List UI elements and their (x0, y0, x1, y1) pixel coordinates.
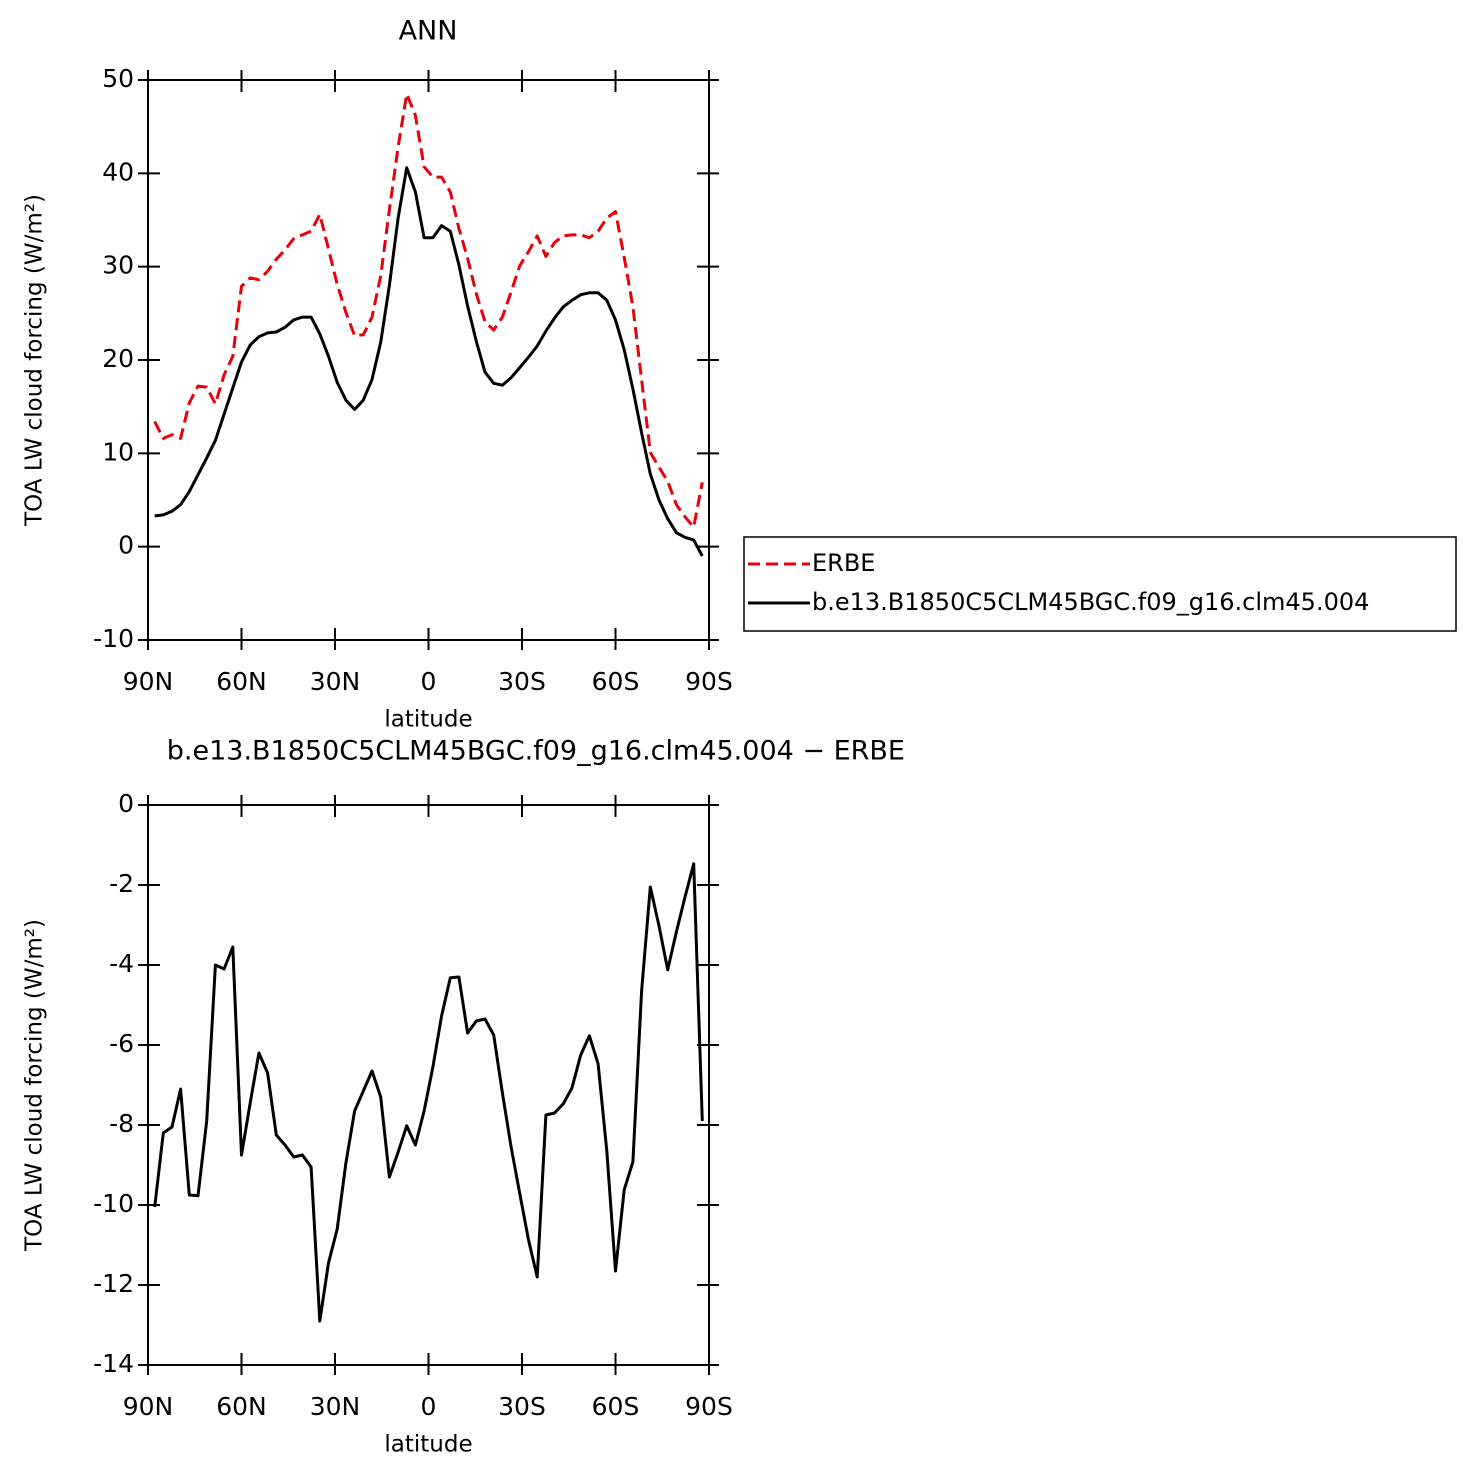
y-tick-label: -12 (93, 1269, 134, 1298)
y-tick-label: -6 (109, 1029, 134, 1058)
x-tick-label: 60S (592, 667, 640, 696)
chart-title: ANN (399, 16, 458, 47)
x-tick-label: 30S (498, 667, 546, 696)
x-tick-label: 30S (498, 1392, 546, 1421)
y-tick-label: 20 (102, 344, 134, 373)
y-axis-label: TOA LW cloud forcing (W/m²) (22, 194, 48, 527)
data-line (153, 92, 704, 529)
y-tick-label: -2 (109, 869, 134, 898)
x-axis-label: latitude (384, 707, 472, 733)
y-tick-label: -4 (109, 949, 134, 978)
chart-title: b.e13.B1850C5CLM45BGC.f09_g16.clm45.004 … (167, 736, 905, 767)
x-axis-label: latitude (384, 1432, 472, 1458)
y-tick-label: -14 (93, 1349, 134, 1378)
x-tick-label: 90N (123, 667, 174, 696)
y-tick-label: 30 (102, 251, 134, 280)
legend-box (743, 536, 1457, 632)
data-line (153, 862, 704, 1323)
data-line (154, 166, 704, 557)
y-tick-label: -8 (109, 1109, 134, 1138)
y-axis-label: TOA LW cloud forcing (W/m²) (22, 919, 48, 1252)
x-tick-label: 30N (310, 667, 361, 696)
y-tick-label: 0 (118, 789, 134, 818)
y-tick-label: 0 (118, 531, 134, 560)
x-tick-label: 90S (685, 667, 733, 696)
x-tick-label: 90N (123, 1392, 174, 1421)
x-tick-label: 60S (592, 1392, 640, 1421)
legend-label: ERBE (812, 549, 875, 577)
legend-label: b.e13.B1850C5CLM45BGC.f09_g16.clm45.004 (812, 588, 1369, 616)
y-tick-label: 50 (102, 64, 134, 93)
y-tick-label: -10 (93, 1189, 134, 1218)
x-tick-label: 30N (310, 1392, 361, 1421)
x-tick-label: 0 (421, 667, 437, 696)
y-tick-label: -10 (93, 624, 134, 653)
x-tick-label: 60N (216, 1392, 267, 1421)
y-tick-label: 10 (102, 437, 134, 466)
x-tick-label: 0 (421, 1392, 437, 1421)
x-tick-label: 90S (685, 1392, 733, 1421)
x-tick-label: 60N (216, 667, 267, 696)
y-tick-label: 40 (102, 157, 134, 186)
